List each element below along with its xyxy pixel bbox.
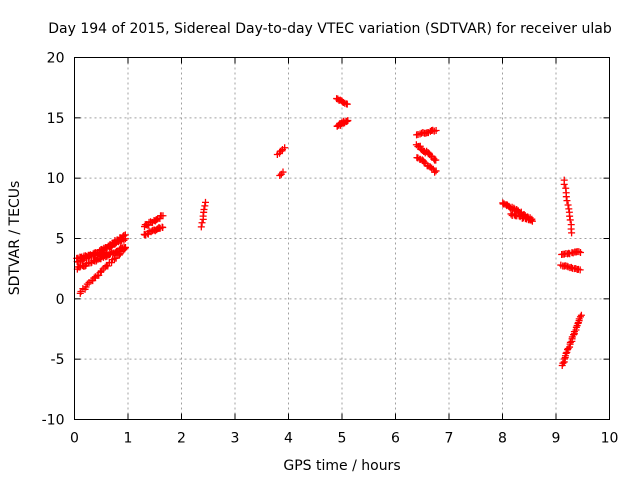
x-tick-label: 1 bbox=[124, 431, 133, 447]
data-point bbox=[153, 216, 161, 224]
data-point bbox=[420, 158, 428, 166]
data-point bbox=[564, 201, 572, 209]
x-tick-label: 4 bbox=[284, 431, 293, 447]
x-tick-labels: 0 1 2 3 4 5 6 7 8 9 10 bbox=[70, 431, 618, 447]
x-tick-label: 2 bbox=[177, 431, 186, 447]
data-point bbox=[281, 144, 289, 152]
data-point bbox=[159, 212, 167, 220]
data-point bbox=[563, 262, 571, 270]
x-tick-label: 9 bbox=[552, 431, 561, 447]
x-tick-label: 0 bbox=[70, 431, 79, 447]
data-point bbox=[559, 359, 567, 367]
data-point bbox=[576, 266, 584, 274]
x-tick-label: 8 bbox=[498, 431, 507, 447]
data-point bbox=[201, 198, 209, 206]
data-point bbox=[577, 311, 585, 319]
data-point bbox=[159, 224, 167, 232]
data-point bbox=[562, 349, 570, 357]
x-tick-label: 10 bbox=[601, 431, 619, 447]
data-point bbox=[276, 171, 284, 179]
x-tick-label: 5 bbox=[338, 431, 347, 447]
chart-title: Day 194 of 2015, Sidereal Day-to-day VTE… bbox=[48, 21, 612, 37]
data-point bbox=[344, 117, 352, 125]
data-point bbox=[576, 248, 584, 256]
x-tick-label: 6 bbox=[391, 431, 400, 447]
x-tick-label: 3 bbox=[231, 431, 240, 447]
data-point bbox=[279, 168, 287, 176]
data-point bbox=[566, 338, 574, 346]
data-point bbox=[198, 219, 206, 227]
data-point bbox=[416, 142, 424, 150]
data-point bbox=[432, 127, 440, 135]
data-point bbox=[432, 156, 440, 164]
data-point bbox=[528, 217, 536, 225]
data-point bbox=[197, 223, 205, 231]
data-point bbox=[343, 117, 351, 125]
y-tick-label: 20 bbox=[47, 51, 65, 67]
data-point bbox=[432, 167, 440, 175]
data-point bbox=[570, 328, 578, 336]
x-axis-label: GPS time / hours bbox=[283, 458, 400, 474]
data-point bbox=[566, 216, 574, 224]
data-point bbox=[431, 168, 439, 176]
data-point bbox=[200, 205, 208, 213]
data-point bbox=[104, 262, 112, 270]
grid-lines bbox=[74, 57, 610, 420]
data-point bbox=[428, 164, 436, 172]
data-point bbox=[568, 229, 576, 237]
data-point bbox=[507, 210, 515, 218]
data-point bbox=[570, 331, 578, 339]
y-tick-label: 0 bbox=[56, 292, 65, 308]
y-tick-label: 5 bbox=[56, 232, 65, 248]
data-points bbox=[73, 95, 585, 370]
data-point bbox=[339, 98, 347, 106]
x-tick-label: 7 bbox=[445, 431, 454, 447]
y-tick-label: 15 bbox=[47, 111, 65, 127]
data-point bbox=[201, 202, 209, 210]
data-point bbox=[575, 248, 583, 256]
plot-frame bbox=[74, 57, 610, 420]
y-tick-label: -5 bbox=[51, 352, 65, 368]
data-point bbox=[121, 245, 129, 253]
data-point bbox=[121, 231, 129, 239]
data-point bbox=[563, 197, 571, 205]
data-point bbox=[564, 345, 572, 353]
data-point bbox=[120, 246, 128, 254]
data-point bbox=[576, 313, 584, 321]
y-tick-labels: -10 -5 0 5 10 15 20 bbox=[42, 51, 65, 429]
y-tick-label: 10 bbox=[47, 171, 65, 187]
y-tick-label: -10 bbox=[42, 413, 65, 429]
y-axis-label: SDTVAR / TECUs bbox=[7, 181, 23, 296]
data-point bbox=[560, 180, 568, 188]
data-point bbox=[343, 100, 351, 108]
